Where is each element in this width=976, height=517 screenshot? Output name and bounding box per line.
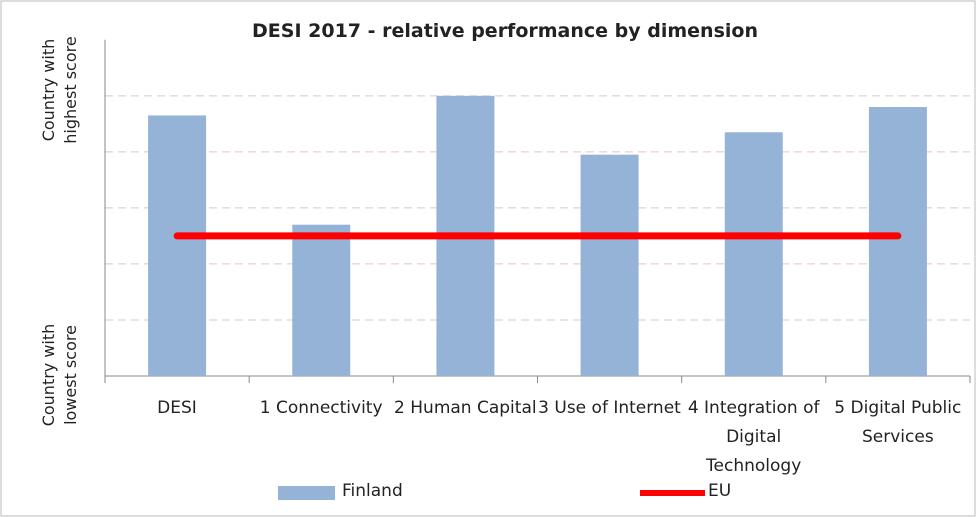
y-side-label-line: highest score <box>61 36 80 143</box>
y-side-label-line: lowest score <box>61 325 80 425</box>
y-side-label-line: Country with <box>39 39 58 142</box>
y-side-label-line: Country with <box>39 324 58 427</box>
bar <box>868 107 927 376</box>
bar <box>292 224 351 376</box>
y-side-label: Country with highest score <box>39 36 80 143</box>
x-tick-label: 5 Digital Public Services <box>834 398 962 447</box>
x-tick-label: 3 Use of Internet <box>538 398 681 418</box>
chart-title: DESI 2017 - relative performance by dime… <box>252 20 758 42</box>
bar <box>148 115 207 376</box>
x-tick-label: DESI <box>157 398 197 418</box>
x-tick-label: 2 Human Capital <box>394 398 537 418</box>
bar <box>724 132 783 376</box>
legend-label: Finland <box>342 481 403 501</box>
legend-swatch <box>278 486 335 500</box>
x-tick-label: 1 Connectivity <box>259 398 383 418</box>
y-side-label: Country with lowest score <box>39 324 80 427</box>
legend-label: EU <box>708 481 732 501</box>
bar <box>580 154 639 376</box>
x-tick-label: 4 Integration of Digital Technology <box>687 398 820 476</box>
